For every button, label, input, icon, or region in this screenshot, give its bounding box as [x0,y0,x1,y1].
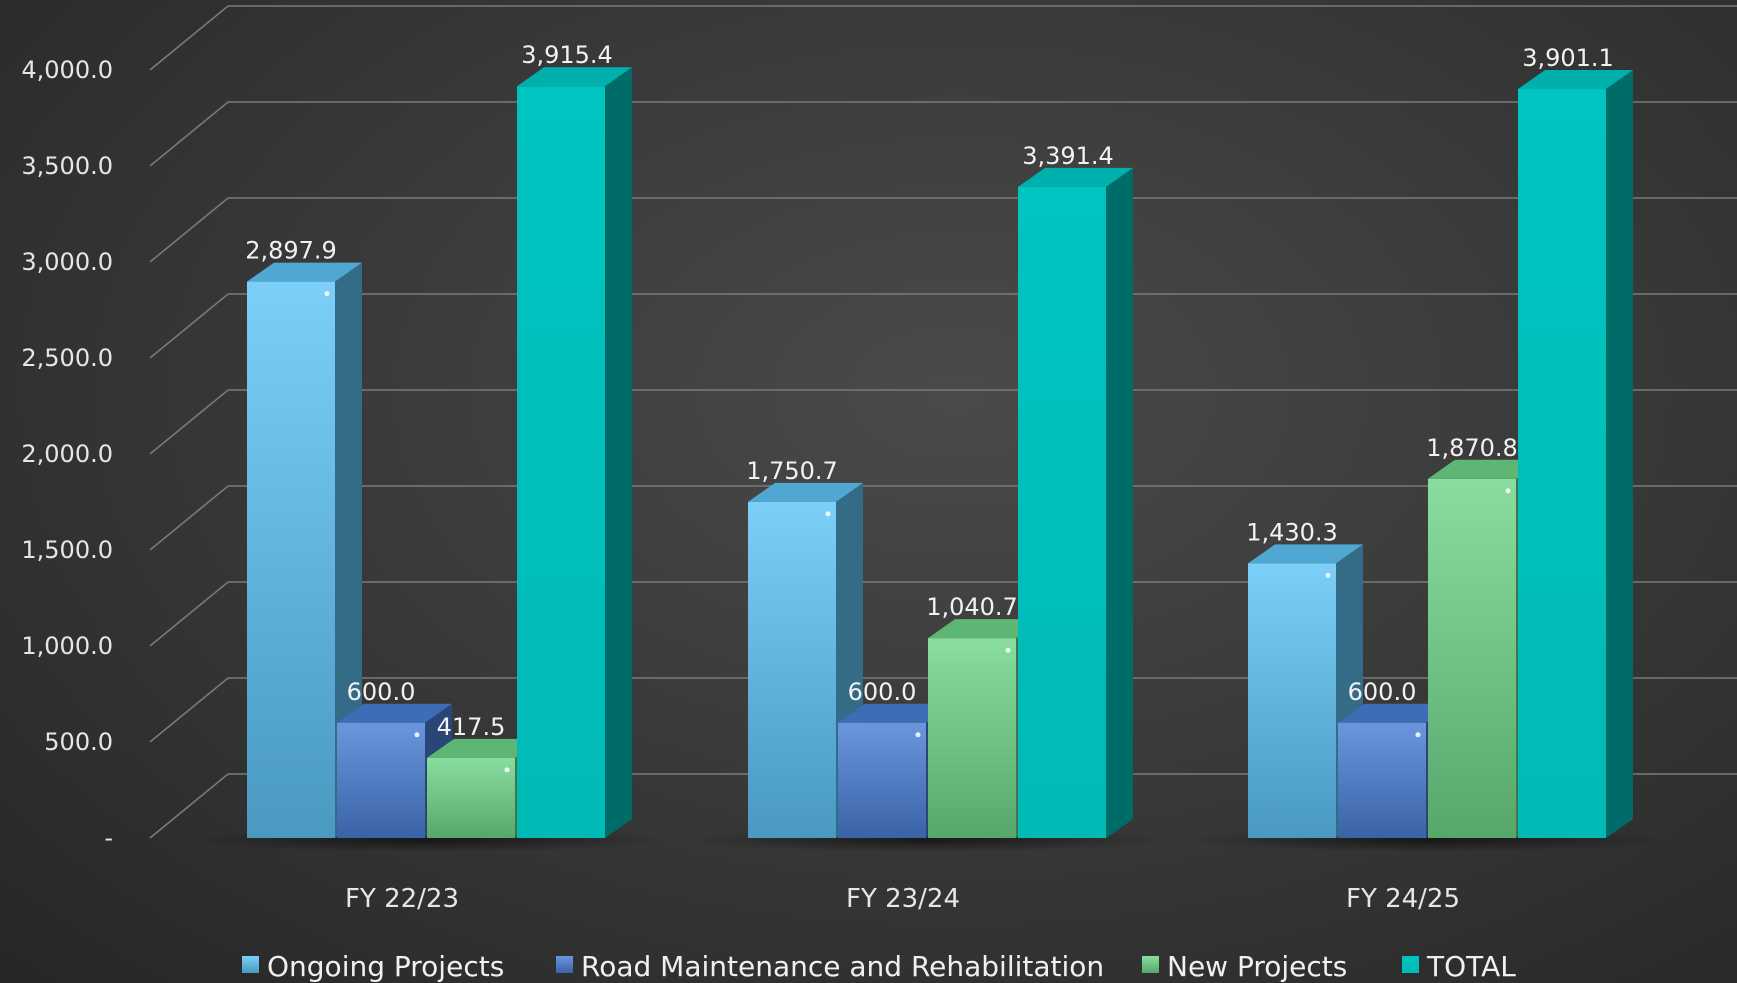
data-label: 600.0 [1348,678,1417,706]
legend-label: Ongoing Projects [267,950,504,983]
y-tick-label: 2,000.0 [21,440,113,468]
legend-swatch [556,956,573,973]
bar [517,67,632,838]
legend-label: Road Maintenance and Rehabilitation [581,950,1104,983]
data-label: 3,391.4 [1022,142,1114,170]
data-label: 3,901.1 [1522,44,1614,72]
bar [748,482,863,838]
bars [187,67,1668,852]
gridline [149,197,1737,263]
y-tick-label: 1,500.0 [21,536,113,564]
legend-item: TOTAL [1402,950,1516,983]
gridline [149,485,1737,551]
x-category-label: FY 23/24 [846,884,960,914]
x-axis-categories: FY 22/23 FY 23/24 FY 24/25 [345,884,1460,914]
legend-swatch [242,956,259,973]
y-tick-label: 4,000.0 [21,56,113,84]
data-label: 1,430.3 [1246,518,1338,546]
legend: Ongoing Projects Road Maintenance and Reh… [242,950,1516,983]
x-category-label: FY 24/25 [1346,884,1460,914]
legend-swatch [1402,956,1419,973]
data-label: 2,897.9 [245,237,337,265]
legend-label: TOTAL [1426,950,1516,983]
data-label: 600.0 [347,678,416,706]
data-label: 1,040.7 [926,593,1018,621]
legend-item: Road Maintenance and Rehabilitation [556,950,1104,983]
gridline [149,5,1737,71]
y-tick-label: 2,500.0 [21,344,113,372]
data-label: 1,750.7 [746,457,838,485]
y-tick-label: - [104,824,113,852]
data-label: 417.5 [437,713,506,741]
legend-item: New Projects [1142,950,1347,983]
legend-item: Ongoing Projects [242,950,504,983]
legend-swatch [1142,956,1159,973]
gridline [149,677,1737,743]
gridline [149,101,1737,167]
bar [1018,167,1133,838]
data-label: 1,870.8 [1426,434,1518,462]
y-tick-label: 1,000.0 [21,632,113,660]
legend-label: New Projects [1167,950,1347,983]
x-category-label: FY 22/23 [345,884,459,914]
bar [1248,544,1363,838]
y-axis-ticks: - 500.0 1,000.0 1,500.0 2,000.0 2,500.0 3,000.… [21,56,113,852]
y-tick-label: 3,000.0 [21,248,113,276]
gridline [149,581,1737,647]
data-label: 600.0 [848,678,917,706]
bar [1518,69,1633,839]
grid-lines [149,5,1737,839]
gridline [149,389,1737,455]
data-label: 3,915.4 [521,41,613,69]
bar [247,262,362,838]
data-labels: 2,897.9 600.0 417.5 3,915.4 1,750.7 600.0 1,04… [245,41,1614,741]
gridline [149,773,1737,839]
y-tick-label: 3,500.0 [21,152,113,180]
y-tick-label: 500.0 [44,728,113,756]
gridline [149,293,1737,359]
